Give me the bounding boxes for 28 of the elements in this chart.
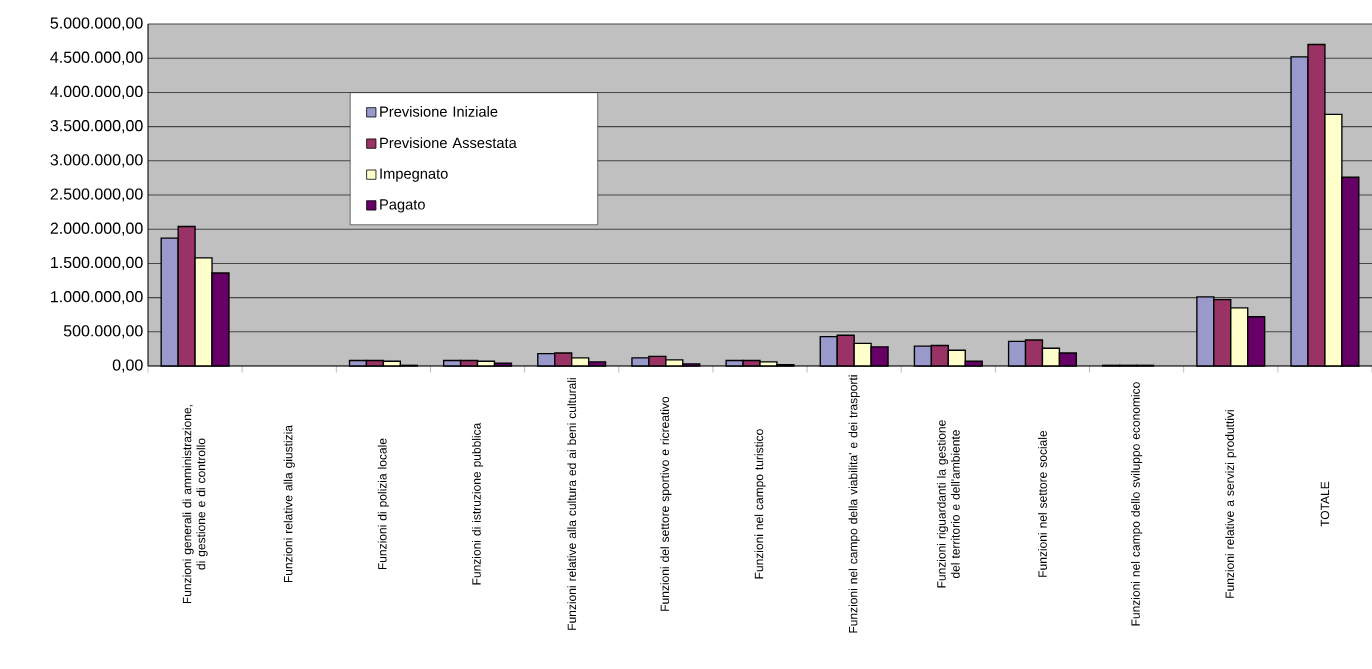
x-tick-label: Funzioni del settore sportivo e ricreativo [660, 396, 672, 611]
y-tick-label: 3.000.000,00 [50, 154, 143, 168]
y-tick-label: 0,00 [112, 359, 143, 373]
x-tick-label: Funzioni di polizia locale [377, 438, 389, 570]
legend-label: Pagato [380, 199, 425, 213]
y-tick-label: 5.000.000,00 [50, 17, 143, 31]
y-tick-label: 2.500.000,00 [50, 188, 143, 202]
x-tick-label: Funzioni nel campo della viabilita' e dei trasporti [848, 375, 860, 633]
x-tick-label: Funzioni relative alla cultura ed ai beni culturali [567, 378, 577, 630]
y-tick-label: 4.500.000,00 [50, 51, 143, 65]
x-tick-label: Funzioni nel campo dello sviluppo economico [1131, 382, 1143, 626]
y-tick-label: 4.000.000,00 [50, 85, 143, 100]
x-tick-label: Funzioni relative a servizi produttivi [1225, 410, 1237, 598]
x-tick-label: Funzioni riguardanti la gestione del territorio e dell'ambiente [936, 420, 960, 588]
x-tick-label: Funzioni di istruzione pubblica [471, 422, 484, 585]
x-tick-label: TOTALE [1320, 481, 1330, 527]
legend-label: Impegnato [380, 168, 448, 182]
y-tick-label: 1.500.000,00 [51, 256, 143, 271]
y-tick-label: 500.000,00 [63, 325, 143, 339]
legend-label: Previsione Assestata [380, 137, 517, 149]
legend-label: Previsione Iniziale [380, 106, 498, 117]
y-tick-label: 3.500.000,00 [50, 120, 143, 134]
y-tick-label: 1.000.000,00 [51, 291, 143, 305]
x-tick-label: Funzioni nel campo turistico [754, 429, 766, 579]
y-tick-label: 2.000.000,00 [50, 222, 143, 236]
x-tick-label: Funzioni nel settore sociale [1038, 430, 1047, 577]
x-tick-label: Funzioni generali di amministrazione, di gestione e di controllo [182, 405, 208, 604]
x-tick-label: Funzioni relative alla giustizia [283, 425, 295, 583]
